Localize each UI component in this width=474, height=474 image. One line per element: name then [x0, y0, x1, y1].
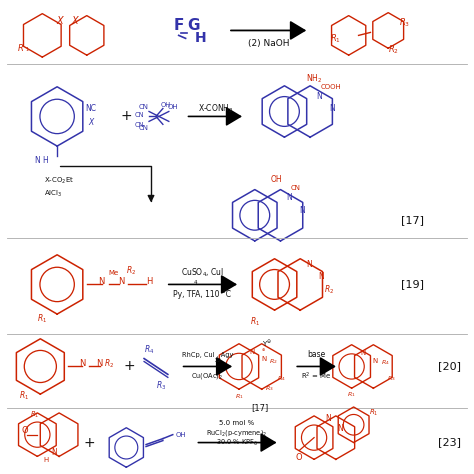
- Text: N: N: [316, 92, 322, 101]
- Text: O: O: [296, 453, 302, 462]
- Text: R$_3$: R$_3$: [400, 16, 410, 29]
- Text: 30.0 % KPF$_6$: 30.0 % KPF$_6$: [216, 438, 258, 447]
- Text: Me: Me: [109, 270, 119, 275]
- Text: OH: OH: [271, 175, 283, 184]
- Text: N: N: [96, 359, 103, 368]
- Text: H: H: [42, 156, 48, 165]
- Text: Cu(OAc)$_2$: Cu(OAc)$_2$: [191, 371, 223, 382]
- Text: 4: 4: [194, 280, 197, 285]
- Text: X-CO$_2$Et: X-CO$_2$Et: [44, 175, 74, 186]
- Text: 5.0 mol %: 5.0 mol %: [219, 420, 255, 426]
- Text: NC: NC: [85, 104, 96, 113]
- Text: H: H: [44, 457, 49, 464]
- Text: R$_2$: R$_2$: [269, 357, 278, 366]
- Text: R$_1$: R$_1$: [250, 316, 260, 328]
- Text: [20]: [20]: [438, 362, 461, 372]
- Text: 22: 22: [215, 358, 222, 363]
- Text: O: O: [21, 426, 28, 435]
- Text: $_1$: $_1$: [25, 46, 30, 55]
- Text: N: N: [325, 414, 331, 423]
- Text: base: base: [307, 350, 325, 359]
- Text: [17]: [17]: [251, 403, 268, 412]
- Text: N: N: [35, 156, 40, 165]
- Text: +: +: [120, 109, 132, 123]
- Text: R$_3$: R$_3$: [265, 384, 274, 392]
- Text: (2) NaOH: (2) NaOH: [248, 39, 289, 48]
- Text: R$_3$: R$_3$: [387, 374, 396, 383]
- Text: R$_4$: R$_4$: [277, 374, 286, 383]
- Text: F: F: [173, 18, 184, 33]
- Text: $^{\oplus}$: $^{\oplus}$: [261, 348, 266, 353]
- Text: N: N: [337, 424, 343, 433]
- Text: Y$^{\ominus}$: Y$^{\ominus}$: [262, 338, 272, 349]
- Text: Py, TFA, 110 °C: Py, TFA, 110 °C: [173, 290, 231, 299]
- Text: R$_2$: R$_2$: [126, 264, 137, 277]
- Text: N: N: [79, 359, 85, 368]
- Text: OH: OH: [161, 101, 171, 108]
- Text: R$_1$: R$_1$: [37, 313, 47, 325]
- Text: N: N: [329, 104, 335, 113]
- Text: CN: CN: [139, 103, 149, 109]
- Text: N: N: [249, 349, 255, 355]
- Text: X: X: [57, 16, 64, 26]
- Text: R: R: [18, 44, 24, 53]
- Text: R$_2$: R$_2$: [388, 44, 399, 56]
- Text: N: N: [361, 350, 366, 356]
- Text: G: G: [187, 18, 200, 33]
- Text: R$_4$: R$_4$: [381, 358, 390, 367]
- Text: CN: CN: [139, 125, 149, 131]
- Text: NH$_2$: NH$_2$: [306, 73, 322, 85]
- Text: CN: CN: [135, 112, 144, 118]
- Text: CuSO$_4$, CuI: CuSO$_4$, CuI: [181, 266, 224, 279]
- Text: R$_2$: R$_2$: [104, 357, 115, 370]
- Text: R$_1$: R$_1$: [29, 410, 39, 420]
- Text: X: X: [88, 118, 93, 127]
- Text: H: H: [195, 31, 206, 46]
- Text: R$_2$: R$_2$: [324, 283, 334, 296]
- Text: R$_1$: R$_1$: [330, 32, 341, 45]
- Text: N: N: [261, 356, 266, 362]
- Text: OH: OH: [167, 103, 178, 109]
- Text: N: N: [373, 357, 378, 364]
- Text: CN: CN: [290, 184, 301, 191]
- Text: [17]: [17]: [401, 215, 424, 225]
- Text: COOH: COOH: [321, 84, 342, 90]
- Text: X-CONH$_2$: X-CONH$_2$: [198, 102, 233, 115]
- Text: N: N: [118, 277, 125, 286]
- Text: R$^2$ = Me: R$^2$ = Me: [301, 371, 331, 382]
- Text: +: +: [123, 359, 135, 374]
- Text: OH: OH: [176, 432, 186, 438]
- Text: [19]: [19]: [401, 280, 424, 290]
- Text: R$_4$: R$_4$: [144, 344, 154, 356]
- Text: +: +: [84, 436, 96, 449]
- Text: N: N: [51, 448, 57, 457]
- Text: N: N: [306, 260, 312, 269]
- Text: [23]: [23]: [438, 438, 461, 447]
- Text: R$_1$: R$_1$: [19, 390, 30, 402]
- Text: X: X: [72, 16, 78, 26]
- Text: R$_3$: R$_3$: [155, 380, 166, 392]
- Text: R$_1$: R$_1$: [235, 392, 243, 401]
- Text: CN: CN: [135, 122, 144, 128]
- Text: N: N: [300, 206, 305, 215]
- Text: RhCp, CuI , Agy: RhCp, CuI , Agy: [182, 352, 233, 357]
- Text: R$_1$: R$_1$: [369, 408, 378, 418]
- Text: AlCl$_3$: AlCl$_3$: [44, 189, 63, 199]
- Text: N: N: [318, 272, 324, 281]
- Text: R$_1$: R$_1$: [347, 390, 356, 399]
- Text: H: H: [146, 277, 153, 286]
- Text: N: N: [286, 193, 292, 202]
- Text: N: N: [99, 277, 105, 286]
- Text: RuCl$_2$(p-cymene)$_2$: RuCl$_2$(p-cymene)$_2$: [206, 428, 268, 438]
